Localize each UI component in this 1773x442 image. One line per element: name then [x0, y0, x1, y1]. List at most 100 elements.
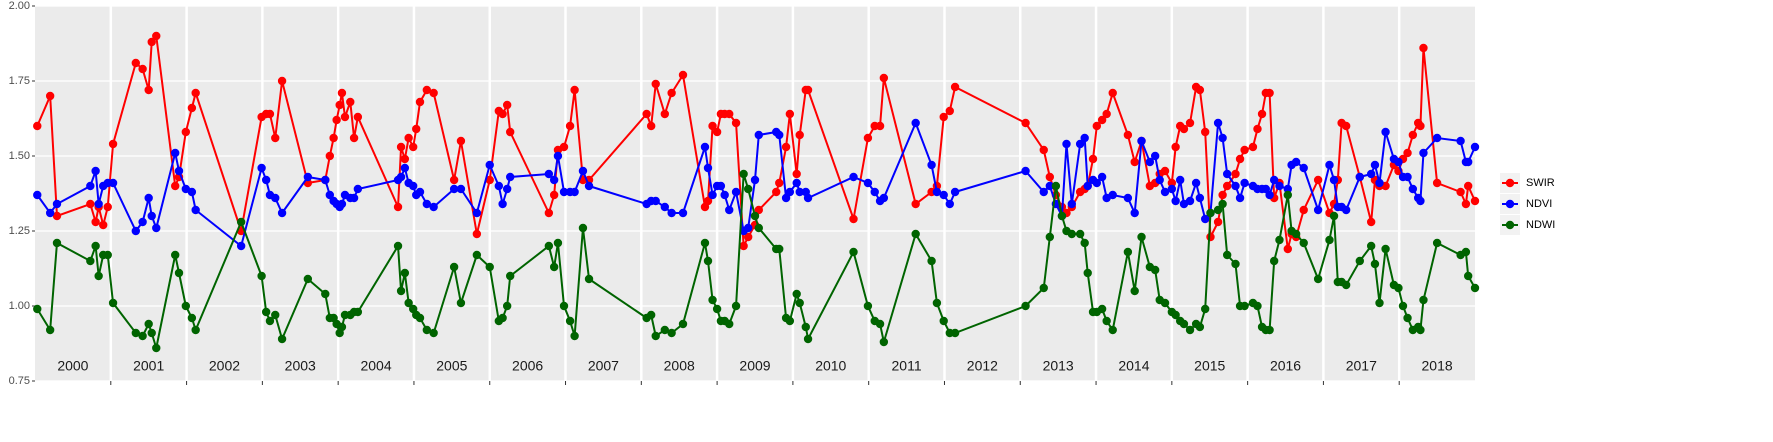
- legend-point: [1505, 220, 1515, 230]
- series-point: [33, 304, 42, 314]
- series-point: [1461, 199, 1471, 209]
- series-point: [1329, 211, 1339, 221]
- series-point: [1213, 217, 1223, 227]
- series-point: [1329, 175, 1339, 185]
- series-point: [1265, 325, 1274, 335]
- series-point: [174, 166, 184, 176]
- series-point: [1150, 151, 1160, 161]
- series-point: [303, 172, 313, 182]
- series-point: [544, 241, 554, 251]
- series-point: [1265, 88, 1274, 98]
- series-point: [911, 229, 920, 239]
- series-point: [559, 301, 569, 311]
- series-point: [1240, 178, 1249, 188]
- series-point: [321, 289, 330, 299]
- series-point: [1218, 133, 1227, 143]
- series-point: [404, 133, 413, 143]
- series-point: [559, 187, 569, 197]
- series-point: [1137, 136, 1146, 146]
- series-point: [277, 76, 287, 86]
- series-point: [1313, 205, 1323, 215]
- series-point: [743, 184, 753, 194]
- series-point: [1231, 259, 1240, 269]
- series-point: [1403, 148, 1412, 158]
- series-point: [945, 199, 954, 209]
- legend-label: SWIR: [1526, 177, 1555, 189]
- series-point: [1261, 184, 1271, 194]
- series-point: [147, 37, 156, 47]
- series-point: [502, 184, 512, 194]
- series-point: [152, 223, 161, 233]
- series-point: [449, 175, 459, 185]
- series-point: [584, 274, 594, 284]
- series-point: [1299, 238, 1308, 248]
- series-point: [265, 109, 275, 119]
- series-point: [181, 127, 191, 137]
- series-point: [1206, 208, 1215, 218]
- series-point: [1283, 184, 1293, 194]
- series-point: [712, 304, 722, 314]
- series-point: [144, 85, 153, 95]
- series-point: [785, 316, 795, 326]
- series-point: [863, 301, 873, 311]
- series-point: [108, 178, 118, 188]
- series-point: [147, 328, 156, 338]
- series-point: [400, 268, 410, 278]
- series-point: [781, 193, 791, 203]
- series-point: [171, 250, 180, 260]
- series-point: [131, 226, 140, 236]
- series-point: [349, 193, 359, 203]
- series-point: [544, 208, 554, 218]
- series-point: [456, 298, 466, 308]
- series-point: [1325, 160, 1334, 170]
- series-point: [1222, 250, 1232, 260]
- series-point: [743, 232, 753, 242]
- series-point: [1185, 196, 1195, 206]
- series-point: [138, 217, 147, 227]
- year-label: 2016: [1270, 358, 1301, 374]
- series-point: [1097, 172, 1107, 182]
- series-point: [152, 343, 161, 353]
- series-point: [945, 106, 954, 116]
- series-point: [449, 184, 459, 194]
- series-point: [739, 169, 748, 179]
- series-point: [559, 142, 569, 152]
- series-point: [1470, 196, 1480, 206]
- series-point: [171, 181, 180, 191]
- series-point: [337, 322, 347, 332]
- series-point: [1291, 229, 1301, 239]
- series-point: [422, 325, 432, 335]
- series-point: [875, 319, 885, 329]
- series-point: [1045, 232, 1055, 242]
- series-point: [1366, 241, 1376, 251]
- series-point: [1403, 172, 1412, 182]
- series-point: [415, 187, 425, 197]
- series-point: [485, 160, 494, 170]
- series-point: [271, 133, 280, 143]
- year-label: 2005: [436, 358, 467, 374]
- series-point: [1461, 247, 1471, 257]
- series-point: [750, 175, 760, 185]
- series-point: [1045, 181, 1055, 191]
- series-point: [1370, 259, 1380, 269]
- series-point: [1470, 283, 1480, 293]
- y-tick-label: 2.00: [9, 0, 30, 12]
- series-point: [1403, 313, 1412, 323]
- series-point: [725, 205, 734, 215]
- series-point: [33, 121, 42, 131]
- year-label: 2001: [133, 358, 164, 374]
- series-point: [646, 310, 656, 320]
- series-point: [1200, 304, 1210, 314]
- series-point: [1130, 286, 1139, 296]
- series-point: [1171, 142, 1180, 152]
- series-point: [781, 142, 791, 152]
- series-point: [329, 133, 338, 143]
- series-point: [103, 250, 112, 260]
- year-label: 2014: [1118, 358, 1149, 374]
- series-point: [1463, 271, 1473, 281]
- series-point: [553, 151, 563, 161]
- series-point: [731, 187, 741, 197]
- series-point: [1419, 295, 1428, 305]
- series-point: [1175, 175, 1185, 185]
- series-point: [803, 193, 813, 203]
